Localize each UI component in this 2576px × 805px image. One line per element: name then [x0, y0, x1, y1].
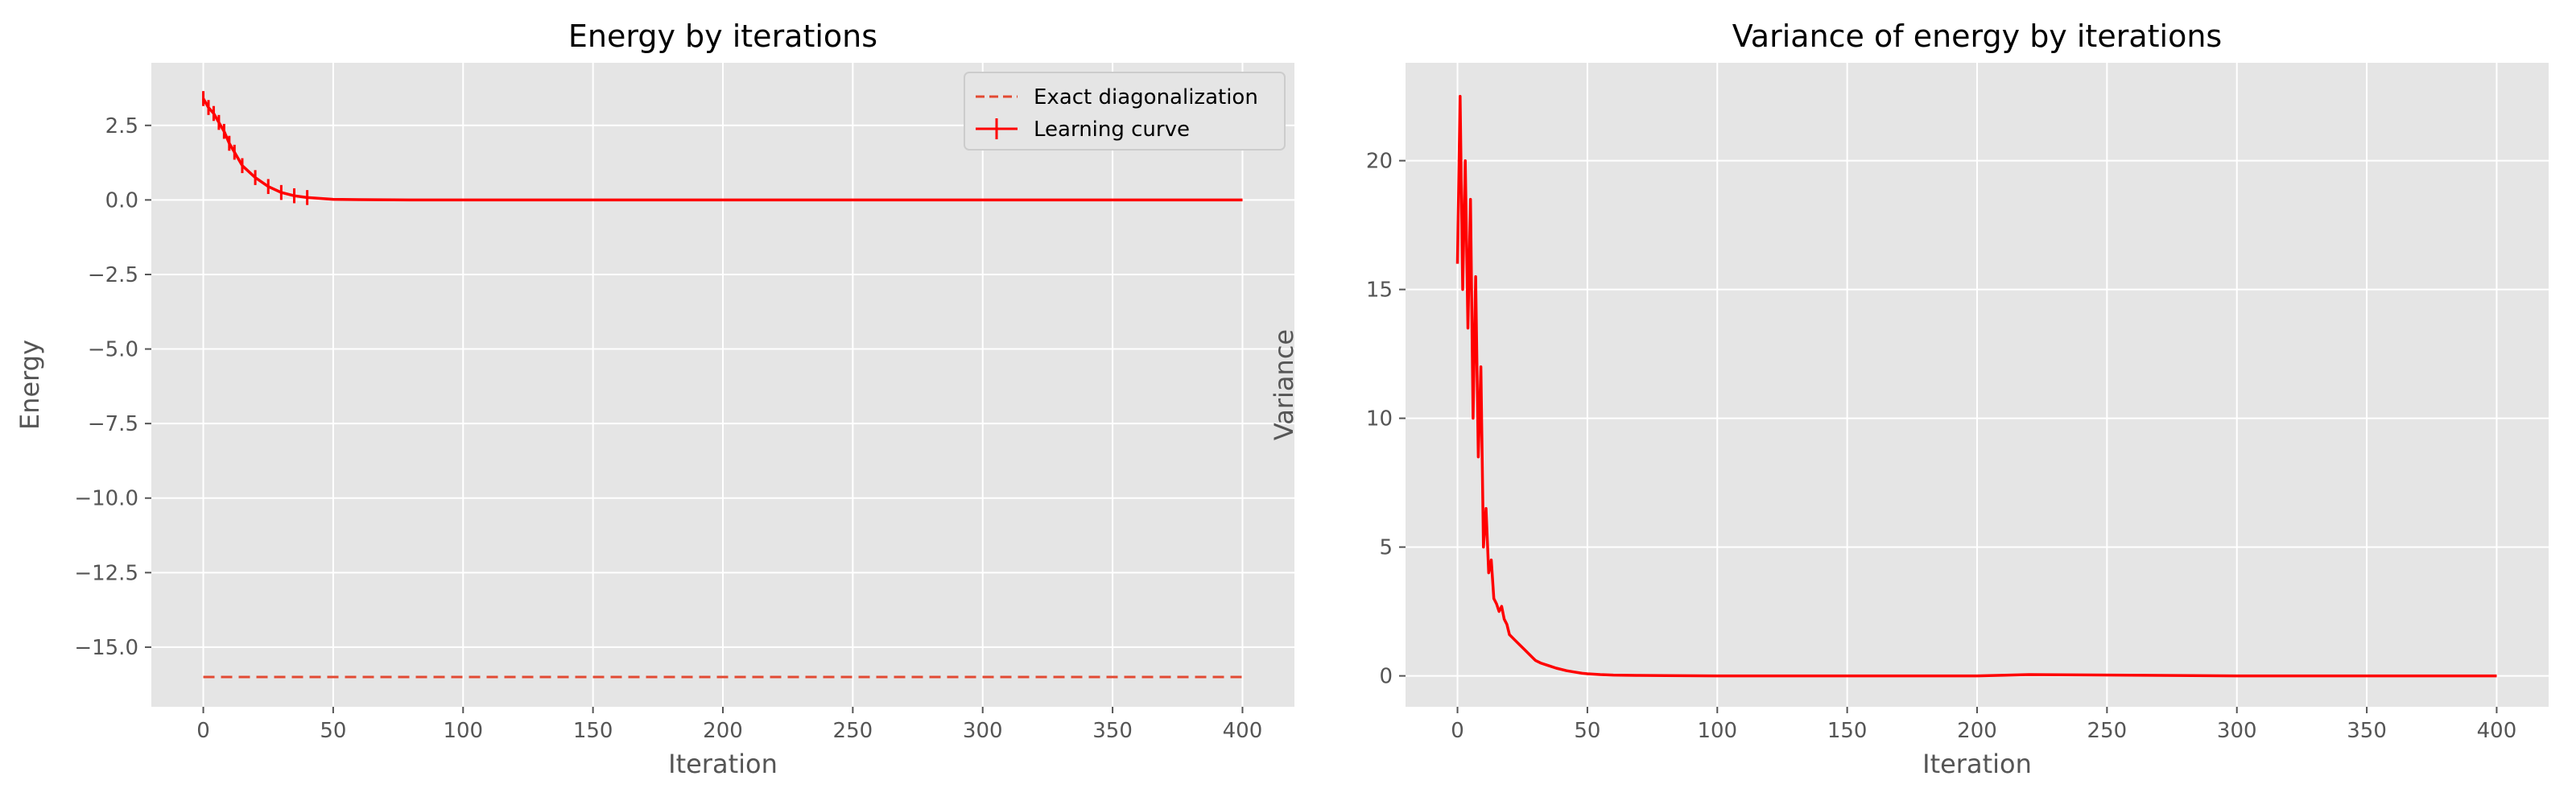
x-tick-label: 100	[1697, 719, 1737, 743]
x-tick-label: 150	[1827, 719, 1868, 743]
x-tick-label: 400	[2477, 719, 2517, 743]
x-tick-label: 0	[1451, 719, 1464, 743]
y-tick-label: −10.0	[74, 487, 138, 511]
x-axis-label: Iteration	[1922, 749, 2032, 779]
y-tick-label: 15	[1366, 279, 1393, 303]
x-tick-label: 300	[2217, 719, 2257, 743]
y-axis-label: Variance	[1269, 329, 1299, 440]
legend-box	[964, 72, 1286, 151]
series-group	[1455, 94, 2497, 678]
x-tick-label: 400	[1223, 719, 1263, 743]
legend-label: Learning curve	[1034, 118, 1190, 142]
y-tick-label: −2.5	[88, 263, 138, 287]
x-tick-label: 350	[1092, 719, 1133, 743]
x-tick-label: 300	[963, 719, 1003, 743]
y-tick-label: 0	[1379, 665, 1393, 689]
y-axis-label: Energy	[14, 340, 45, 430]
energy-chart: 0 50 100 150 200 250 300 350 400 2.5 0.0 −2.5 −5.0 −7…	[14, 19, 1294, 779]
y-tick-label: −7.5	[88, 412, 138, 436]
y-tick-label: −12.5	[74, 561, 138, 585]
y-tick-label: 5	[1379, 536, 1393, 560]
variance-chart: 0 50 100 150 200 250 300 350 400 0 5 10 15 20 Variance…	[1269, 19, 2549, 779]
chart-title: Energy by iterations	[568, 19, 877, 54]
x-tick-label: 200	[1957, 719, 1997, 743]
x-tick-label: 250	[2087, 719, 2128, 743]
x-axis-label: Iteration	[668, 749, 778, 779]
series-group	[201, 91, 1243, 679]
x-tick-label: 250	[833, 719, 873, 743]
y-tick-label: 2.5	[105, 114, 138, 138]
x-tick-label: 150	[573, 719, 613, 743]
x-tick-label: 0	[196, 719, 210, 743]
chart-title: Variance of energy by iterations	[1732, 19, 2222, 54]
x-tick-label: 50	[320, 719, 346, 743]
legend-label: Exact diagonalization	[1034, 85, 1258, 109]
x-tick-label: 350	[2347, 719, 2387, 743]
y-tick-label: −5.0	[88, 338, 138, 362]
y-tick-label: 20	[1366, 150, 1393, 174]
y-tick-label: 10	[1366, 407, 1393, 431]
y-tick-label: 0.0	[105, 188, 138, 213]
x-tick-label: 100	[443, 719, 483, 743]
x-tick-label: 200	[703, 719, 743, 743]
x-tick-label: 50	[1574, 719, 1600, 743]
y-tick-label: −15.0	[74, 636, 138, 660]
series-line-0	[1455, 94, 2497, 678]
